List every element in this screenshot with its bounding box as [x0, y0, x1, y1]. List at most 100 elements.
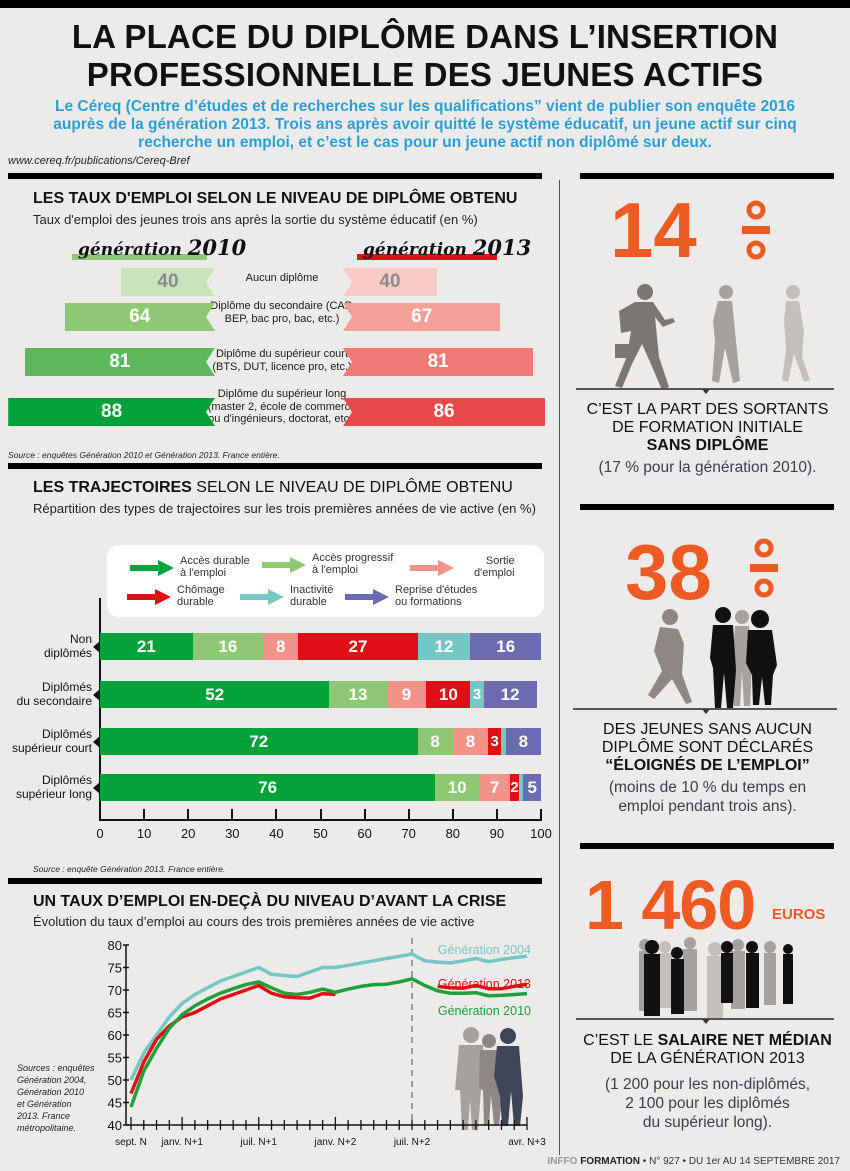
walking-people-icon: [615, 284, 810, 390]
bar-segment: [501, 728, 506, 755]
legend-gen2013: génération 2013: [363, 235, 532, 260]
bar-segment: 2: [510, 774, 519, 801]
row-label: Diplômés supérieur long: [15, 773, 92, 801]
arrow-icon: [240, 588, 284, 605]
x-tick-label: 50: [313, 826, 328, 841]
bar-gen2013: 40: [343, 268, 437, 296]
stat-desc-eloignes: DES JEUNES SANS AUCUN DIPLÔME SONT DÉCLA…: [601, 721, 814, 774]
x-tick-label: sept. N: [115, 1137, 147, 1148]
arrow-icon: [130, 559, 174, 576]
bar-segment: 16: [192, 633, 264, 660]
source-url[interactable]: www.cereq.fr/publications/Cereq-Bref: [8, 155, 190, 167]
section-subtitle-employment-rate: Taux d'emploi des jeunes trois ans après…: [33, 212, 478, 227]
footer: INFFO FORMATION • N° 927 • DU 1er AU 14 …: [547, 1156, 840, 1167]
arrow-icon: [127, 588, 171, 605]
row-label: Diplômés supérieur court: [11, 727, 92, 755]
x-tick: [99, 819, 101, 821]
legend-label: Accès progressif à l'emploi: [312, 552, 394, 576]
y-tick-label: 45: [108, 1096, 122, 1111]
x-tick: [319, 809, 322, 821]
stat-note-salaire: (1 200 pour les non-diplômés, 2 100 pour…: [604, 1076, 811, 1131]
x-tick: [540, 809, 542, 821]
people-silhouette-icon: [455, 1027, 523, 1130]
bar-gen2013: 67: [343, 303, 501, 331]
row-pointer-icon: [93, 782, 100, 794]
bar-segment: 7: [479, 774, 511, 801]
section-title-employment-rate: LES TAUX D'EMPLOI SELON LE NIVEAU DE DIP…: [33, 190, 518, 207]
x-tick-label: 80: [445, 826, 461, 841]
bar-gen2010: 40: [121, 268, 215, 296]
x-tick-label: 40: [269, 826, 284, 841]
x-tick-label: janv. N+2: [313, 1137, 356, 1148]
bar-segment: 72: [100, 728, 418, 755]
x-tick-label: 100: [530, 826, 552, 841]
x-tick: [143, 809, 146, 821]
x-tick-label: juil. N+2: [393, 1137, 431, 1148]
bar-segment: 5: [523, 774, 541, 801]
x-tick-label: 90: [489, 826, 505, 841]
x-tick: [451, 809, 454, 821]
x-tick-label: 30: [225, 826, 240, 841]
legend-label: Accès durable à l'emploi: [180, 555, 250, 579]
y-tick-label: 65: [108, 1006, 122, 1021]
stat-unit-euros: EUROS: [772, 906, 826, 923]
bar-segment: 10: [426, 681, 471, 708]
row-pointer-icon: [93, 689, 100, 701]
legend-label: Reprise d'études ou formations: [395, 584, 478, 608]
pointer-icon: [702, 709, 710, 714]
intro-text: Le Céreq (Centre d’études et de recherch…: [53, 98, 797, 151]
series-label: Génération 2004: [438, 943, 531, 957]
legend-item: Accès durable à l'emploi: [130, 555, 250, 579]
y-tick-label: 40: [108, 1118, 122, 1133]
x-tick-label: 0: [96, 826, 104, 841]
series-line: [129, 977, 528, 1108]
y-tick-label: 80: [108, 938, 122, 953]
source-note: Source : enquête Génération 2013. France…: [33, 864, 226, 874]
divider: [580, 504, 834, 510]
y-tick-label: 50: [108, 1073, 122, 1088]
legend-item: Chômage durable: [127, 584, 225, 608]
arrow-icon: [262, 556, 306, 573]
bar-gen2013: 86: [343, 398, 546, 426]
gen2010-underline: [72, 254, 207, 260]
y-tick-label: 55: [108, 1051, 122, 1066]
stat-value-eloignes: 38: [625, 528, 712, 616]
category-label: Diplôme du secondaire (CAP, BEP, bac pro…: [210, 300, 354, 325]
x-tick-label: juil. N+1: [240, 1137, 278, 1148]
y-tick-label: 70: [108, 983, 122, 998]
bar-gen2010: 64: [65, 303, 215, 331]
row-label: Diplômés du secondaire: [16, 680, 92, 708]
stat-desc-salaire: C’EST LE SALAIRE NET MÉDIAN DE LA GÉNÉRA…: [583, 1032, 832, 1067]
bar-segment: 16: [470, 633, 541, 660]
skater-group-icon: [648, 607, 777, 708]
title-line-2: PROFESSIONNELLE DES JEUNES ACTIFS: [86, 56, 764, 93]
category-label: Diplôme du supérieur long (master 2, éco…: [207, 388, 357, 425]
x-tick: [407, 809, 410, 821]
x-tick-label: 10: [136, 826, 152, 841]
pointer-icon: [702, 389, 710, 394]
legend-label: Inactivité durable: [290, 584, 334, 608]
employment-evolution-line-chart: 40 45 50 55 60 65 70 75 80 sept. N janv. N+1 juil. …: [108, 938, 546, 1148]
stat-value-sans-diplome: 14: [610, 186, 697, 274]
x-tick: [363, 809, 366, 821]
bar-segment: 8: [263, 633, 299, 660]
legend-label: Sortie d'emploi: [474, 555, 515, 579]
x-tick-label: janv. N+1: [160, 1137, 203, 1148]
bar-segment: 8: [417, 728, 453, 755]
stat-note-sans-diplome: (17 % pour la génération 2010).: [598, 459, 817, 476]
percent-icon: [750, 538, 778, 603]
column-divider: [559, 180, 560, 1155]
series-line: [129, 982, 528, 1095]
bar-gen2013: 81: [343, 348, 534, 376]
x-tick: [187, 809, 190, 821]
section-title-trajectories: LES TRAJECTOIRES SELON LE NIVEAU DE DIPL…: [33, 479, 513, 496]
series-line: [129, 952, 528, 1081]
line-chart-sources: Sources : enquêtes Génération 2004, Géné…: [17, 1063, 95, 1133]
bar-segment: [518, 774, 524, 801]
bar-segment: 8: [452, 728, 489, 755]
arrow-icon: [410, 559, 454, 576]
series-label: Génération 2010: [438, 1004, 531, 1018]
section-title-crisis: UN TAUX D’EMPLOI EN-DEÇÀ DU NIVEAU D’AVA…: [33, 893, 507, 910]
x-tick-label: avr. N+3: [508, 1137, 546, 1148]
